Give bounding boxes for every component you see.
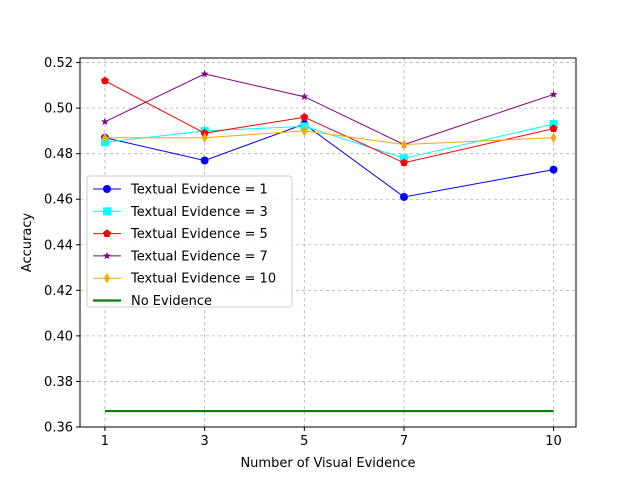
legend-marker xyxy=(103,251,111,260)
series-4 xyxy=(100,69,558,148)
data-point xyxy=(200,156,209,165)
data-point xyxy=(101,132,108,143)
y-tick-label: 0.42 xyxy=(44,284,73,299)
y-tick-label: 0.52 xyxy=(44,56,73,71)
legend-label: Textual Evidence = 10 xyxy=(130,272,276,287)
legend-label: Textual Evidence = 1 xyxy=(130,183,268,198)
legend-marker xyxy=(103,229,111,237)
data-point xyxy=(201,132,208,143)
data-point xyxy=(200,69,209,78)
x-tick-label: 7 xyxy=(400,434,408,449)
plot-frame xyxy=(79,57,577,428)
legend: Textual Evidence = 1 Textual Evidence = 3… xyxy=(86,175,293,309)
plot-series xyxy=(100,69,558,413)
data-point xyxy=(300,113,309,121)
x-tick-label: 10 xyxy=(545,434,562,449)
data-point xyxy=(301,125,308,137)
series-5 xyxy=(101,125,557,150)
legend-label: Textual Evidence = 5 xyxy=(130,227,268,242)
data-point xyxy=(549,124,558,133)
y-tick-label: 0.46 xyxy=(44,193,73,208)
legend-marker xyxy=(104,273,110,284)
y-tick-label: 0.38 xyxy=(44,375,73,390)
legend-label: Textual Evidence = 7 xyxy=(130,249,268,264)
legend-marker xyxy=(103,207,111,216)
data-point xyxy=(550,132,557,143)
legend-label: No Evidence xyxy=(131,294,212,309)
x-tick-label: 3 xyxy=(200,434,208,449)
y-tick-label: 0.44 xyxy=(44,238,73,253)
x-tick-label: 1 xyxy=(101,434,109,449)
legend-box xyxy=(86,175,293,308)
data-point xyxy=(549,165,558,174)
data-point xyxy=(100,76,109,85)
legend-label: Textual Evidence = 3 xyxy=(130,205,268,220)
y-axis-label: Accuracy xyxy=(20,213,35,273)
data-point xyxy=(401,139,408,150)
data-point xyxy=(400,158,409,167)
x-axis-ticks: 1 3 5 7 10 xyxy=(101,427,562,449)
y-tick-label: 0.50 xyxy=(44,102,73,117)
series-line xyxy=(104,80,554,164)
x-axis-label: Number of Visual Evidence xyxy=(240,456,415,471)
y-tick-label: 0.48 xyxy=(44,147,73,162)
y-axis-ticks: 0.36 0.38 0.40 0.42 0.44 0.46 0.48 0.50 0.52 xyxy=(44,56,80,436)
series-3 xyxy=(100,76,558,167)
data-point xyxy=(549,90,558,98)
y-tick-label: 0.36 xyxy=(44,421,73,436)
data-point xyxy=(100,117,109,126)
data-point xyxy=(400,192,409,201)
data-point xyxy=(300,92,309,101)
legend-marker xyxy=(103,185,111,193)
x-tick-label: 5 xyxy=(300,434,308,449)
y-tick-label: 0.40 xyxy=(44,329,73,344)
